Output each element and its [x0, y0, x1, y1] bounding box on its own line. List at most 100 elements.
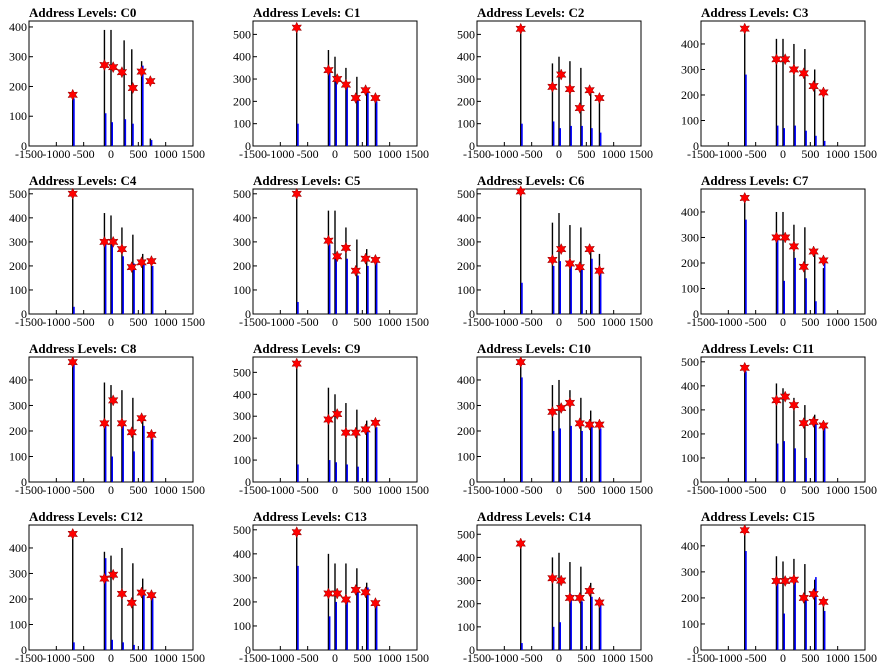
x-tick-label: -1000 [266, 651, 294, 665]
x-tick-label: 500 [801, 315, 819, 329]
y-tick-label: 300 [681, 62, 699, 76]
x-tick-label: -500 [521, 483, 543, 497]
peak-marker [116, 417, 128, 430]
histogram-plot: Address Levels: C12 0 100 200 300 400 -1500 -10… [9, 509, 205, 665]
x-tick-label: -500 [297, 147, 319, 161]
peak-marker [594, 91, 605, 105]
y-tick-label: 300 [681, 565, 699, 579]
histogram-panel: Address Levels: C7 0 100 200 300 400 -1500 -100… [672, 168, 896, 336]
peak-marker [146, 428, 157, 441]
histogram-panel: Address Levels: C1 0 100 200 300 400 500 -1500-… [224, 0, 448, 168]
histogram-panel: Address Levels: C4 0 100 200 300 400 500 -1500-… [0, 168, 224, 336]
x-tick-label: 0 [556, 147, 562, 161]
x-tick-label: 1500 [853, 315, 877, 329]
peak-marker [564, 396, 576, 410]
x-tick-label: 0 [108, 483, 114, 497]
peak-marker [771, 574, 782, 588]
x-tick-label: 500 [801, 483, 819, 497]
x-tick-label: 1500 [853, 651, 877, 665]
peak-marker [808, 587, 819, 601]
x-tick-label: 1000 [378, 483, 402, 497]
peak-marker [788, 240, 800, 253]
x-tick-label: 500 [129, 651, 147, 665]
x-tick-label: -1500 [239, 651, 267, 665]
peak-marker [99, 58, 110, 72]
y-tick-label: 200 [233, 94, 251, 108]
x-tick-label: 1000 [602, 315, 626, 329]
y-tick-label: 400 [233, 547, 251, 561]
peak-marker [350, 426, 362, 439]
histogram-panel: Address Levels: C10 0 100 200 300 400 -1500 -10… [448, 336, 672, 504]
peak-marker [360, 586, 371, 599]
y-tick-label: 0 [245, 643, 251, 657]
x-tick-label: -500 [297, 483, 319, 497]
chart-title: Address Levels: C14 [477, 509, 591, 524]
y-tick-label: 0 [469, 475, 475, 489]
histogram-panel: Address Levels: C3 0 100 200 300 400 -1500 -100… [672, 0, 896, 168]
y-tick-label: 300 [233, 571, 251, 585]
peak-marker [107, 568, 119, 581]
peak-marker [574, 261, 586, 274]
peak-marker [788, 573, 800, 586]
y-tick-label: 500 [233, 365, 251, 379]
y-tick-label: 200 [457, 424, 475, 438]
y-tick-label: 0 [469, 643, 475, 657]
chart-title: Address Levels: C0 [29, 5, 136, 20]
y-tick-label: 100 [457, 283, 475, 297]
x-tick-label: 500 [129, 315, 147, 329]
x-tick-label: -1500 [687, 483, 715, 497]
y-tick-label: 500 [9, 187, 27, 201]
peak-marker [107, 61, 119, 74]
x-tick-label: 1000 [826, 147, 850, 161]
peak-marker [136, 586, 147, 599]
peak-marker [331, 587, 343, 600]
chart-title: Address Levels: C5 [253, 173, 361, 188]
x-tick-label: 1500 [181, 147, 205, 161]
chart-title: Address Levels: C8 [29, 341, 137, 356]
y-tick-label: 400 [9, 373, 27, 387]
y-tick-label: 300 [681, 230, 699, 244]
histogram-plot: Address Levels: C0 0 100 200 300 400 -1500 -100… [9, 5, 205, 161]
peak-marker [67, 355, 79, 369]
x-tick-label: -1000 [714, 483, 742, 497]
peak-marker [818, 595, 829, 608]
y-tick-label: 500 [233, 27, 251, 41]
y-tick-label: 300 [9, 566, 27, 580]
y-tick-label: 100 [9, 617, 27, 631]
x-tick-label: -500 [521, 651, 543, 665]
x-tick-label: -1500 [463, 147, 491, 161]
y-tick-label: 200 [233, 259, 251, 273]
peak-marker [136, 412, 147, 425]
peak-marker [350, 264, 362, 277]
x-tick-label: -1000 [490, 651, 518, 665]
y-tick-label: 500 [233, 523, 251, 537]
peak-marker [808, 415, 819, 429]
x-tick-label: 0 [108, 147, 114, 161]
histogram-plot: Address Levels: C8 0 100 200 300 400 -1500 -100… [9, 341, 205, 497]
peak-marker [370, 253, 381, 267]
x-tick-label: 0 [780, 651, 786, 665]
x-tick-label: 0 [108, 651, 114, 665]
y-tick-label: 0 [21, 475, 27, 489]
peak-marker [798, 260, 810, 273]
peak-marker [739, 22, 751, 35]
peak-marker [291, 21, 303, 34]
y-tick-label: 200 [681, 427, 699, 441]
x-tick-label: 1500 [181, 483, 205, 497]
peak-marker [798, 417, 810, 430]
y-tick-label: 400 [681, 539, 699, 553]
x-tick-label: 1000 [602, 147, 626, 161]
peak-marker [291, 526, 303, 539]
x-tick-label: 1500 [405, 147, 429, 161]
peak-marker [67, 88, 79, 101]
x-tick-label: -1500 [239, 315, 267, 329]
x-tick-label: -1000 [490, 315, 518, 329]
x-tick-label: -1500 [687, 147, 715, 161]
y-tick-label: 100 [233, 453, 251, 467]
x-tick-label: -1000 [266, 147, 294, 161]
x-tick-label: -1500 [463, 483, 491, 497]
peak-marker [584, 84, 595, 97]
y-tick-label: 500 [233, 187, 251, 201]
peak-marker [145, 75, 156, 88]
peak-marker [146, 589, 157, 602]
